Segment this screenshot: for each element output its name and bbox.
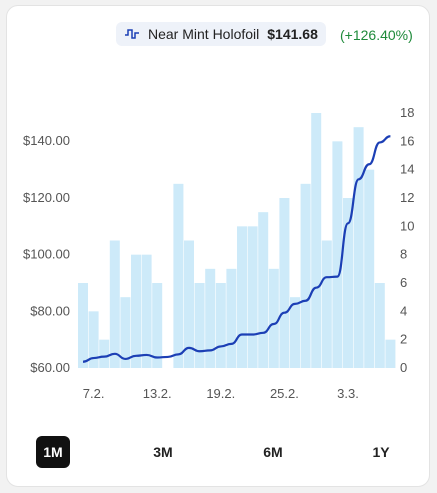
volume-bar [353,127,364,369]
x-axis-tick-label: 19.2. [206,386,235,401]
volume-bar [99,339,110,368]
right-axis-tick-label: 6 [400,275,407,290]
volume-bar [364,169,375,368]
left-axis-tick-label: $60.00 [30,360,70,375]
volume-bar [226,268,237,368]
right-axis: 0 2 4 6 8 10 12 14 16 18 [400,105,414,375]
volume-bar [374,283,385,368]
right-axis-tick-label: 4 [400,303,407,318]
volume-bar [120,297,131,368]
volume-bar [290,297,300,368]
volume-bar [88,311,99,368]
x-axis-tick-label: 3.3. [337,386,359,401]
volume-bar [268,268,279,368]
volume-bar [385,339,396,368]
range-button-6m[interactable]: 6M [263,444,283,460]
volume-bar [78,283,88,368]
left-axis-tick-label: $140.00 [23,133,70,148]
volume-bar [332,141,343,368]
volume-bar [194,283,205,368]
right-axis-tick-label: 8 [400,247,407,262]
volume-bar [141,254,152,368]
range-button-1m[interactable]: 1M [36,436,70,468]
right-axis-tick-label: 10 [400,218,414,233]
left-axis-tick-label: $80.00 [30,303,70,318]
left-axis-tick-label: $100.00 [23,247,70,262]
volume-bar [247,226,258,368]
right-axis-tick-label: 12 [400,190,414,205]
price-change-percent: (+126.40%) [340,27,413,43]
volume-bar [205,268,216,368]
volume-bar [300,183,311,368]
price-line [82,135,391,363]
volume-bar [279,198,290,368]
volume-bar [258,212,269,368]
x-axis-tick-label: 13.2. [143,386,172,401]
right-axis-tick-label: 0 [400,360,407,375]
legend-pill[interactable]: Near Mint Holofoil $141.68 [116,22,326,46]
range-button-3m[interactable]: 3M [153,444,173,460]
volume-bar [215,283,226,368]
volume-bars [78,113,396,369]
price-line-layer [82,135,391,363]
volume-bar [321,240,332,368]
volume-bar [237,226,247,368]
right-axis-tick-label: 18 [400,105,414,120]
x-axis-tick-label: 7.2. [83,386,105,401]
x-axis-tick-label: 25.2. [270,386,299,401]
price-chart: $60.00 $80.00 $100.00 $120.00 $140.00 0 2 4 6 8 1… [23,105,414,401]
right-axis-tick-label: 14 [400,162,414,177]
range-button-1y[interactable]: 1Y [372,444,390,460]
volume-bar [173,183,184,368]
left-axis: $60.00 $80.00 $100.00 $120.00 $140.00 [23,133,70,375]
right-axis-tick-label: 2 [400,332,407,347]
left-axis-tick-label: $120.00 [23,190,70,205]
volume-bar [152,283,163,368]
stepped-line-icon [124,27,140,41]
legend-series-name: Near Mint Holofoil [148,26,260,42]
range-selector: 1M 3M 6M 1Y [36,436,396,468]
right-axis-tick-label: 16 [400,133,414,148]
volume-bar [311,113,322,368]
volume-bar [184,240,194,368]
volume-bar [343,198,353,368]
volume-bar [109,240,120,368]
legend-price: $141.68 [267,26,318,42]
x-axis: 7.2. 13.2. 19.2. 25.2. 3.3. [83,386,359,401]
volume-bar [131,254,141,368]
